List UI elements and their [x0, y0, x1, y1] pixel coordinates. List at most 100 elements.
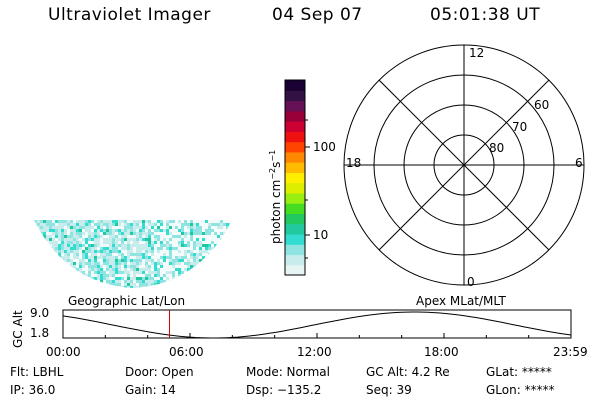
uv-pixel: [232, 250, 235, 253]
uv-pixel: [151, 280, 154, 283]
uv-pixel: [226, 277, 229, 280]
uv-pixel: [64, 247, 67, 250]
uv-pixel: [124, 271, 127, 274]
uv-pixel: [184, 268, 187, 271]
uv-pixel: [91, 268, 94, 271]
uv-pixel: [40, 268, 43, 271]
uv-pixel: [118, 232, 121, 235]
uv-pixel: [142, 265, 145, 268]
uv-pixel: [199, 253, 202, 256]
uv-pixel: [142, 238, 145, 241]
uv-pixel: [187, 238, 190, 241]
uv-pixel: [34, 268, 37, 271]
uv-pixel: [193, 277, 196, 280]
uv-pixel: [181, 283, 184, 286]
uv-pixel: [76, 283, 79, 286]
uv-pixel: [130, 289, 133, 292]
uv-pixel: [220, 232, 223, 235]
uv-pixel: [109, 220, 112, 223]
uv-pixel: [61, 262, 64, 265]
uv-pixel: [124, 229, 127, 232]
uv-pixel: [142, 280, 145, 283]
uv-pixel: [82, 250, 85, 253]
uv-pixel: [181, 223, 184, 226]
uv-pixel: [61, 274, 64, 277]
uv-pixel: [154, 238, 157, 241]
uv-pixel: [109, 289, 112, 292]
uv-pixel: [169, 271, 172, 274]
uv-pixel: [88, 286, 91, 288]
uv-pixel: [196, 220, 199, 223]
uv-pixel: [52, 256, 55, 259]
uv-pixel: [214, 265, 217, 268]
uv-pixel: [211, 277, 214, 280]
uv-pixel: [85, 271, 88, 274]
uv-pixel: [127, 232, 130, 235]
uv-pixel: [214, 229, 217, 232]
uv-pixel: [184, 274, 187, 277]
uv-pixel: [178, 265, 181, 268]
uv-pixel: [205, 256, 208, 259]
uv-pixel: [151, 247, 154, 250]
uv-pixel: [223, 250, 226, 253]
uv-pixel: [175, 268, 178, 271]
uv-pixel: [37, 277, 40, 280]
uv-pixel: [232, 271, 235, 274]
uv-pixel: [166, 253, 169, 256]
uv-pixel: [115, 220, 118, 223]
uv-pixel: [127, 268, 130, 271]
uv-pixel: [232, 235, 235, 238]
uv-pixel: [43, 256, 46, 259]
uv-pixel: [82, 244, 85, 247]
uv-pixel: [208, 223, 211, 226]
uv-pixel: [136, 262, 139, 265]
uv-pixel: [64, 229, 67, 232]
uv-pixel: [172, 229, 175, 232]
uv-pixel: [133, 268, 136, 271]
uv-pixel: [121, 274, 124, 277]
uv-pixel: [46, 220, 49, 223]
uv-pixel: [103, 268, 106, 271]
uv-pixel: [34, 274, 37, 277]
uv-pixel: [142, 274, 145, 277]
uv-pixel: [55, 274, 58, 277]
uv-pixel: [112, 232, 115, 235]
uv-pixel: [91, 220, 94, 223]
uv-pixel: [181, 226, 184, 229]
uv-pixel: [82, 223, 85, 226]
uv-pixel: [49, 232, 52, 235]
uv-pixel: [199, 226, 202, 229]
uv-pixel: [157, 253, 160, 256]
uv-pixel: [136, 232, 139, 235]
uv-pixel: [52, 280, 55, 283]
uv-pixel: [85, 259, 88, 262]
uv-pixel: [112, 286, 115, 288]
uv-pixel: [91, 235, 94, 238]
uv-pixel: [196, 277, 199, 280]
uv-pixel: [136, 250, 139, 253]
uv-pixel: [196, 259, 199, 262]
uv-pixel: [157, 274, 160, 277]
uv-pixel: [166, 271, 169, 274]
uv-pixel: [175, 244, 178, 247]
uv-pixel: [151, 253, 154, 256]
uv-pixel: [127, 238, 130, 241]
uv-pixel: [58, 223, 61, 226]
uv-pixel: [64, 289, 67, 292]
uv-pixel: [100, 250, 103, 253]
uv-pixel: [160, 238, 163, 241]
uv-pixel: [40, 229, 43, 232]
colorbar-segment: [285, 151, 305, 163]
uv-pixel: [220, 226, 223, 229]
uv-pixel: [145, 241, 148, 244]
uv-pixel: [124, 262, 127, 265]
uv-pixel: [106, 289, 109, 292]
uv-pixel: [73, 283, 76, 286]
uv-pixel: [40, 238, 43, 241]
uv-pixel: [229, 229, 232, 232]
uv-pixel: [214, 241, 217, 244]
glat-status: GLat: *****: [486, 365, 552, 379]
uv-pixel: [166, 244, 169, 247]
uv-pixel: [142, 241, 145, 244]
uv-pixel: [52, 262, 55, 265]
